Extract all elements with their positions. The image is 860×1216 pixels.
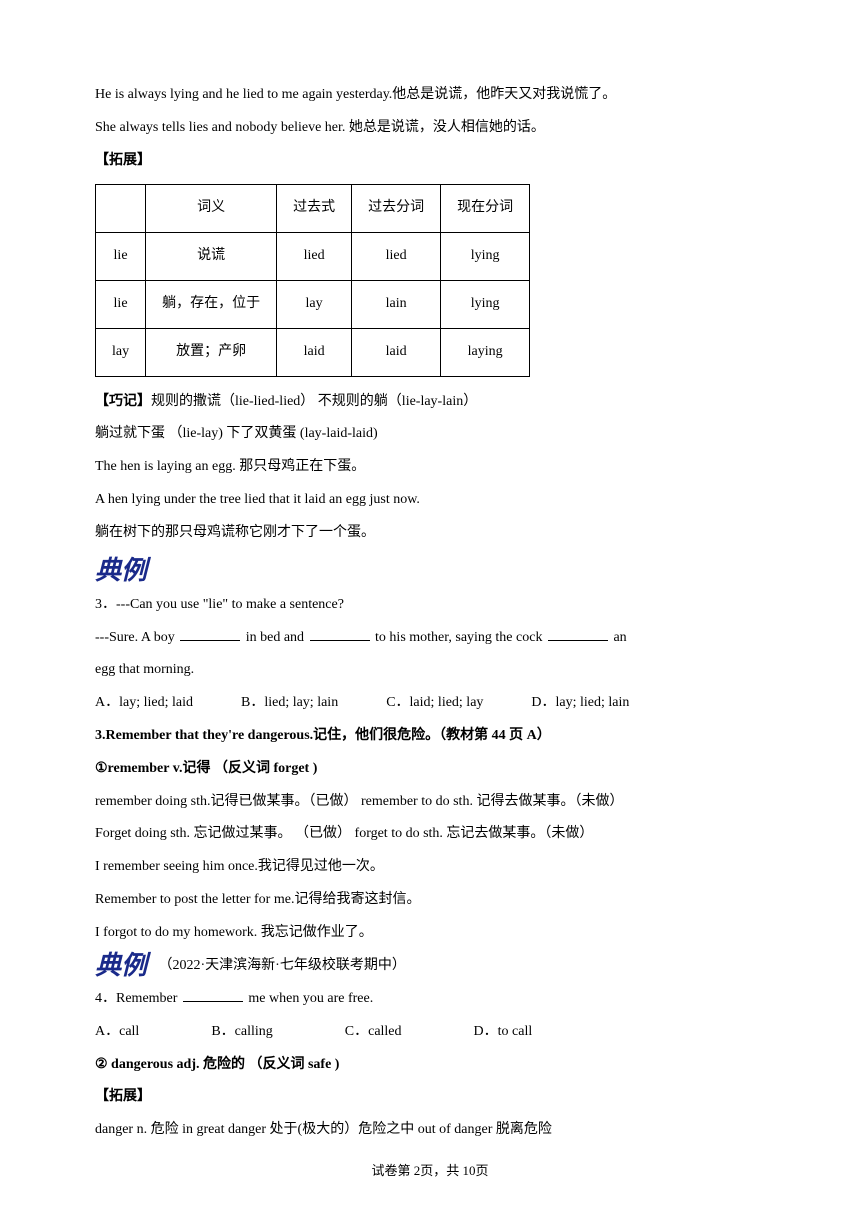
expand-tag-2: 【拓展】 bbox=[95, 1082, 151, 1113]
q3-option-d: D．lay; lied; lain bbox=[531, 688, 629, 719]
qiaoji-tag: 【巧记】 bbox=[95, 387, 151, 418]
q3-options: A．lay; lied; laid B．lied; lay; lain C．la… bbox=[95, 688, 765, 719]
table-cell: lie bbox=[96, 233, 146, 281]
table-cell: lying bbox=[441, 233, 530, 281]
q4-prompt: 4．Remember me when you are free. bbox=[95, 984, 765, 1015]
table-cell: laying bbox=[441, 328, 530, 376]
q4-option-a: A．call bbox=[95, 1017, 139, 1048]
intro-line-2: She always tells lies and nobody believe… bbox=[95, 113, 765, 144]
q3-number: 3． bbox=[95, 597, 116, 612]
table-cell: lay bbox=[96, 328, 146, 376]
q3-option-a: A．lay; lied; laid bbox=[95, 688, 193, 719]
blank bbox=[180, 627, 240, 641]
q3-post: an bbox=[610, 630, 627, 645]
q3-option-c: C．laid; lied; lay bbox=[386, 688, 483, 719]
qiaoji-line-3: The hen is laying an egg. 那只母鸡正在下蛋。 bbox=[95, 452, 765, 483]
table-cell: lie bbox=[96, 280, 146, 328]
table-cell: lain bbox=[352, 280, 441, 328]
section3-title: 3.Remember that they're dangerous.记住，他们很… bbox=[95, 721, 765, 752]
dianli-heading-1: 典例 bbox=[95, 555, 765, 586]
q4-pre: Remember bbox=[116, 991, 181, 1006]
blank bbox=[548, 627, 608, 641]
q4-option-c: C．called bbox=[345, 1017, 402, 1048]
q3-line2: egg that morning. bbox=[95, 655, 765, 686]
q4-source: （2022·天津滨海新·七年级校联考期中） bbox=[159, 951, 406, 982]
expand-tag-1: 【拓展】 bbox=[95, 146, 151, 177]
q3-mid1: in bed and bbox=[242, 630, 307, 645]
table-cell: 说谎 bbox=[146, 233, 277, 281]
page-footer: 试卷第 2页，共 10页 bbox=[0, 1157, 860, 1186]
qiaoji-line: 【巧记】规则的撒谎（lie-lied-lied） 不规则的躺（lie-lay-l… bbox=[95, 387, 765, 418]
q3-option-b: B．lied; lay; lain bbox=[241, 688, 338, 719]
section3-line5: I forgot to do my homework. 我忘记做作业了。 bbox=[95, 918, 765, 949]
table-cell: 躺，存在，位于 bbox=[146, 280, 277, 328]
remember-label: ①remember v.记得 （反义词 forget ) bbox=[95, 754, 765, 785]
table-header: 现在分词 bbox=[441, 185, 530, 233]
qiaoji-line-5: 躺在树下的那只母鸡谎称它刚才下了一个蛋。 bbox=[95, 518, 765, 549]
q3-text: ---Can you use "lie" to make a sentence? bbox=[116, 597, 344, 612]
q3-answer-line: ---Sure. A boy in bed and to his mother,… bbox=[95, 623, 765, 654]
dianli-with-source: 典例 （2022·天津滨海新·七年级校联考期中） bbox=[95, 951, 765, 982]
table-header: 过去式 bbox=[277, 185, 352, 233]
verb-table: 词义 过去式 过去分词 现在分词 lie 说谎 lied lied lying … bbox=[95, 184, 530, 376]
q3-mid2: to his mother, saying the cock bbox=[372, 630, 546, 645]
q4-option-d: D．to call bbox=[474, 1017, 533, 1048]
qiaoji-line-4: A hen lying under the tree lied that it … bbox=[95, 485, 765, 516]
blank bbox=[183, 988, 243, 1002]
q3-prompt: 3．---Can you use "lie" to make a sentenc… bbox=[95, 590, 765, 621]
q4-options: A．call B．calling C．called D．to call bbox=[95, 1017, 765, 1048]
q4-option-b: B．calling bbox=[211, 1017, 272, 1048]
table-cell: laid bbox=[352, 328, 441, 376]
table-cell: lay bbox=[277, 280, 352, 328]
q3-pre: ---Sure. A boy bbox=[95, 630, 178, 645]
table-cell: 放置；产卵 bbox=[146, 328, 277, 376]
table-header: 过去分词 bbox=[352, 185, 441, 233]
table-cell: lied bbox=[352, 233, 441, 281]
table-cell: lying bbox=[441, 280, 530, 328]
section3-line3: I remember seeing him once.我记得见过他一次。 bbox=[95, 852, 765, 883]
table-cell: lied bbox=[277, 233, 352, 281]
section3-line2: Forget doing sth. 忘记做过某事。 （已做） forget to… bbox=[95, 819, 765, 850]
table-cell: laid bbox=[277, 328, 352, 376]
q4-number: 4． bbox=[95, 991, 116, 1006]
table-header bbox=[96, 185, 146, 233]
dianli-heading-2: 典例 bbox=[95, 953, 147, 979]
blank bbox=[310, 627, 370, 641]
section3-line1: remember doing sth.记得已做某事。（已做） remember … bbox=[95, 787, 765, 818]
dangerous-line1: danger n. 危险 in great danger 处于(极大的）危险之中… bbox=[95, 1115, 765, 1146]
section3-line4: Remember to post the letter for me.记得给我寄… bbox=[95, 885, 765, 916]
dangerous-label: ② dangerous adj. 危险的 （反义词 safe ) bbox=[95, 1050, 765, 1081]
qiaoji-line-2: 躺过就下蛋 （lie-lay) 下了双黄蛋 (lay-laid-laid) bbox=[95, 419, 765, 450]
intro-line-1: He is always lying and he lied to me aga… bbox=[95, 80, 765, 111]
table-header: 词义 bbox=[146, 185, 277, 233]
qiaoji-text: 规则的撒谎（lie-lied-lied） 不规则的躺（lie-lay-lain） bbox=[151, 394, 477, 409]
q4-post: me when you are free. bbox=[245, 991, 373, 1006]
